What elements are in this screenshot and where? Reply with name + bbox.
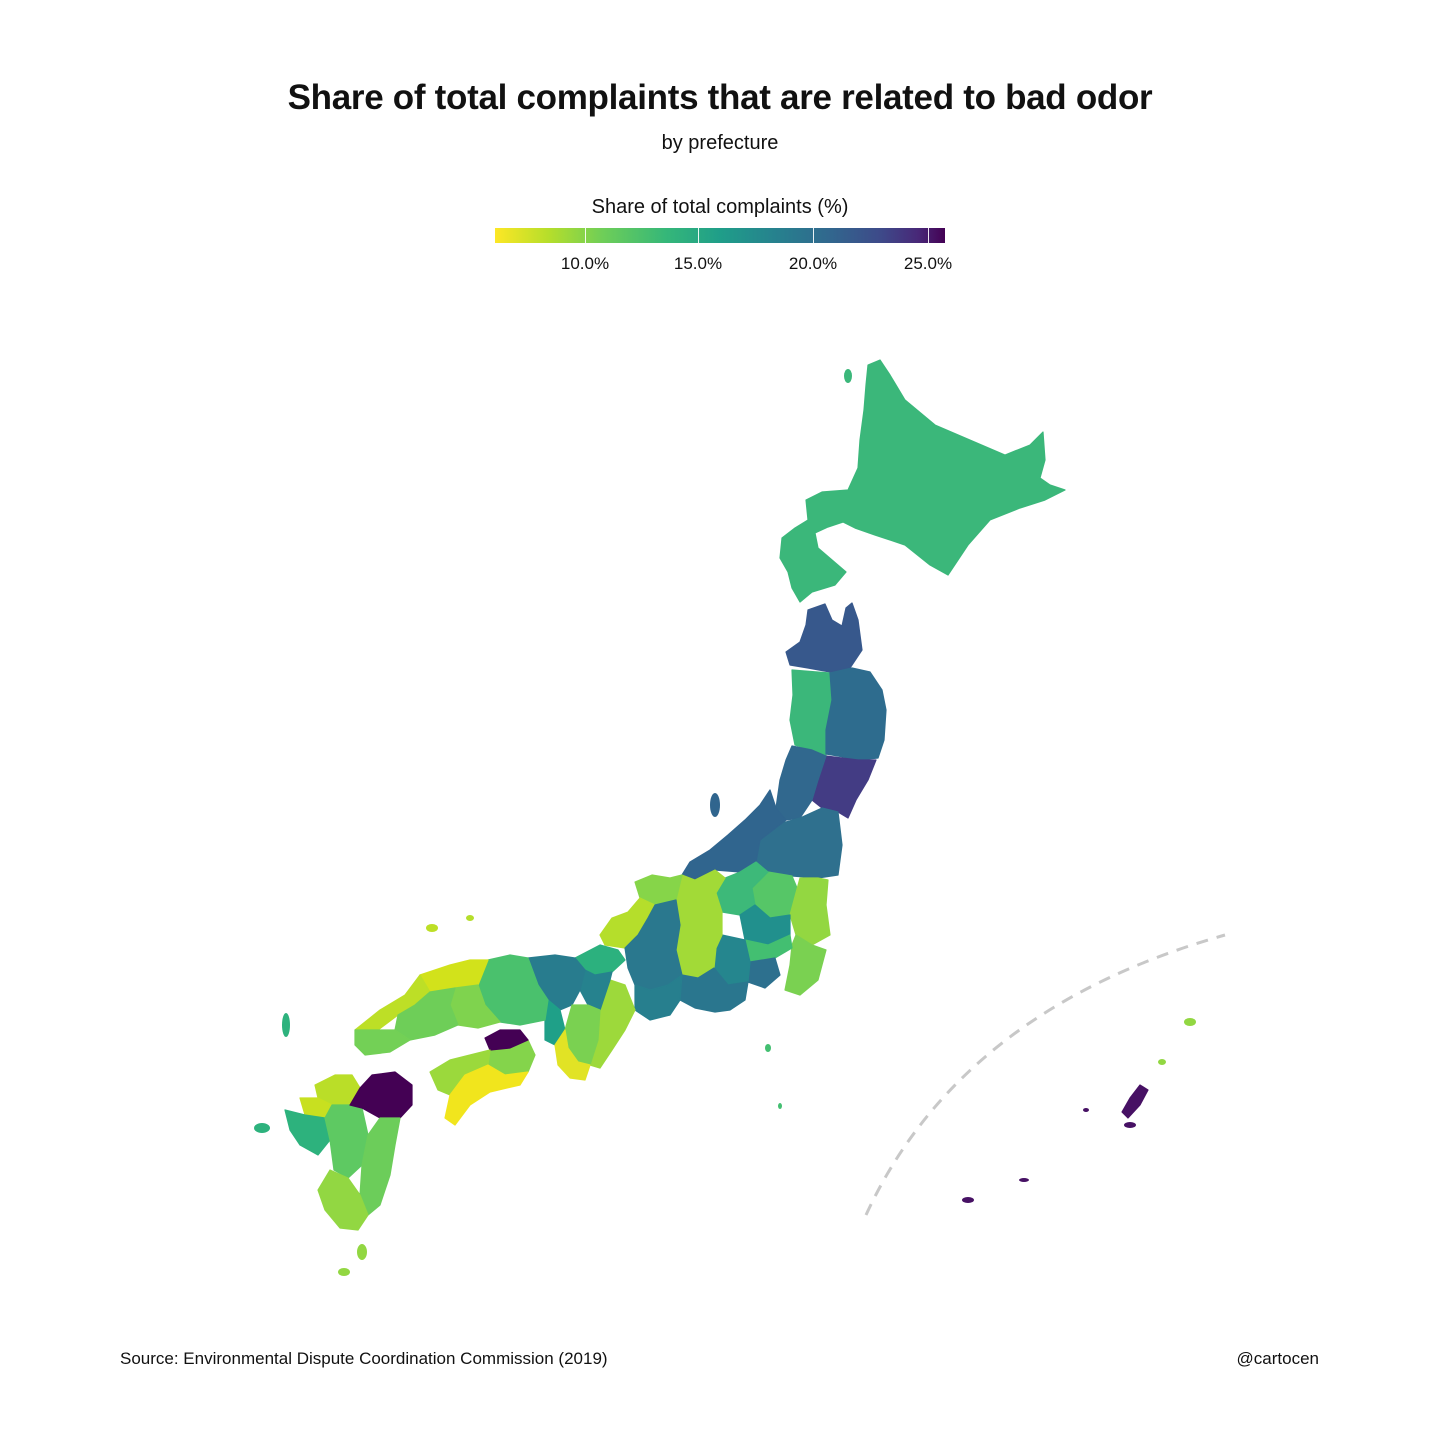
legend-tick-mark bbox=[813, 228, 814, 243]
region-oita bbox=[349, 1071, 413, 1119]
credit-handle: @cartocen bbox=[1236, 1349, 1319, 1368]
inset-divider bbox=[864, 933, 1226, 1216]
legend-title: Share of total complaints (%) bbox=[591, 196, 849, 218]
island-okinawa bbox=[962, 1197, 974, 1203]
region-chiba bbox=[784, 934, 827, 996]
island-tokyo bbox=[765, 1044, 771, 1052]
island-shimane bbox=[426, 924, 438, 932]
legend-tick-label: 25.0% bbox=[903, 254, 953, 273]
legend-tick-label: 10.0% bbox=[560, 254, 610, 273]
region-kochi bbox=[444, 1064, 529, 1126]
region-kagoshima bbox=[317, 1169, 369, 1231]
region-ibaraki bbox=[789, 877, 831, 946]
region-iwate bbox=[825, 667, 887, 761]
island-kagoshima bbox=[1184, 1018, 1196, 1026]
legend-tick-label: 15.0% bbox=[673, 254, 723, 273]
map-subtitle: by prefecture bbox=[661, 132, 779, 154]
legend-color-bar bbox=[495, 228, 945, 243]
island-niigata bbox=[710, 793, 720, 817]
island-okinawa bbox=[1083, 1108, 1089, 1112]
island-nagasaki bbox=[254, 1123, 270, 1133]
island-hokkaido bbox=[844, 369, 852, 383]
island-okinawa bbox=[1124, 1122, 1136, 1128]
island-ishikawa bbox=[466, 915, 474, 921]
island-tokyo bbox=[778, 1103, 782, 1109]
region-shizuoka bbox=[679, 967, 749, 1013]
legend-tick-label: 20.0% bbox=[788, 254, 838, 273]
legend-tick-mark bbox=[698, 228, 699, 243]
region-wakayama bbox=[554, 1029, 591, 1081]
source-note: Source: Environmental Dispute Coordinati… bbox=[120, 1349, 608, 1368]
region-okinawa bbox=[1121, 1084, 1149, 1119]
region-aomori bbox=[785, 602, 863, 673]
legend-tick-mark bbox=[585, 228, 586, 243]
region-shiga bbox=[579, 969, 613, 1011]
island-okinawa bbox=[1019, 1178, 1029, 1182]
island-kagoshima bbox=[338, 1268, 350, 1276]
island-kagoshima bbox=[1158, 1059, 1166, 1065]
island-nagasaki bbox=[282, 1013, 290, 1037]
region-hokkaido bbox=[779, 359, 1066, 603]
map-title: Share of total complaints that are relat… bbox=[287, 78, 1153, 117]
region-aichi bbox=[634, 974, 683, 1021]
region-miyazaki bbox=[359, 1117, 401, 1216]
region-nagasaki bbox=[284, 1109, 331, 1156]
region-yamaguchi bbox=[354, 1029, 411, 1056]
region-kanagawa bbox=[747, 957, 781, 989]
island-kagoshima bbox=[357, 1244, 367, 1260]
legend-tick-mark bbox=[928, 228, 929, 243]
